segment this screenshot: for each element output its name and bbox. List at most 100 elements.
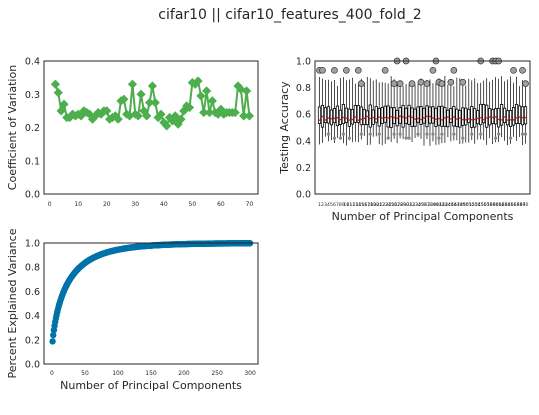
box-body: [438, 106, 440, 125]
cov-point: [136, 90, 145, 99]
box-outlier-low: [387, 137, 390, 140]
box-body: [354, 105, 356, 122]
cov-xtick-label: 40: [160, 201, 168, 208]
var-ylabel: Percent Explained Variance: [6, 228, 19, 378]
cov-xtick-label: 0: [48, 201, 52, 208]
box-outlier-low: [425, 133, 428, 136]
box-body: [477, 111, 479, 124]
var-xtick-label: 200: [178, 370, 190, 377]
box-outlier-low: [348, 137, 351, 140]
box-body: [432, 107, 434, 123]
box-body: [318, 107, 320, 124]
box-ytick-label: 0.4: [296, 136, 311, 147]
box-body: [485, 105, 487, 127]
box-outlier: [430, 67, 436, 73]
box-body: [497, 108, 499, 127]
box-outlier-low: [509, 137, 512, 140]
box-outlier-low: [369, 133, 372, 136]
box-outlier: [343, 67, 349, 73]
var-xlabel: Number of Principal Components: [60, 379, 242, 392]
box-body: [414, 109, 416, 126]
box-outlier-low: [407, 137, 410, 140]
box-body: [327, 107, 329, 123]
box-outlier: [448, 79, 454, 85]
box-outlier: [331, 67, 337, 73]
var-frame: [44, 243, 258, 364]
var-ytick-label: 0.6: [25, 287, 40, 298]
box-outlier-low: [333, 137, 336, 140]
box-outlier-low: [399, 133, 402, 136]
box-outlier-low: [494, 137, 497, 140]
cov-xtick-label: 60: [217, 201, 225, 208]
box-outlier: [418, 79, 424, 85]
box-body: [342, 104, 344, 123]
box-ytick-label: 0.2: [296, 163, 311, 174]
box-outlier-low: [404, 137, 407, 140]
variance-axes: 0.0 0.2 0.4 0.6 0.8 1.0 0 50 100 150 200 250 300Numb…: [6, 228, 258, 392]
box-outlier: [382, 67, 388, 73]
box-outlier-low: [378, 133, 381, 136]
box-xlabel: Number of Principal Components: [332, 210, 514, 223]
box-outlier: [424, 81, 430, 87]
box-outlier-low: [470, 133, 473, 136]
var-xtick-label: 250: [211, 370, 223, 377]
box-body: [453, 107, 455, 127]
var-xtick-label: 100: [112, 370, 124, 377]
box-body: [408, 105, 410, 124]
var-ytick-label: 0.0: [25, 360, 40, 371]
box-body: [524, 107, 526, 124]
box-outlier-low: [440, 133, 443, 136]
box-body: [429, 107, 431, 123]
cov-point: [51, 80, 60, 89]
box-body: [441, 106, 443, 126]
box-body: [348, 109, 350, 126]
box-ytick-label: 0.8: [296, 83, 311, 94]
box-body: [509, 110, 511, 126]
box-outlier: [355, 67, 361, 73]
box-outlier-low: [431, 133, 434, 136]
box-outlier-low: [360, 133, 363, 136]
box-body: [375, 107, 377, 123]
box-body: [450, 109, 452, 123]
box-outlier-low: [479, 133, 482, 136]
box-outlier: [409, 81, 415, 87]
cov-ytick-label: 0.1: [25, 156, 40, 167]
box-body: [366, 111, 368, 125]
box-body: [363, 109, 365, 124]
box-body: [506, 111, 508, 125]
var-xtick-label: 50: [81, 370, 89, 377]
cov-xtick-label: 50: [189, 201, 197, 208]
box-outlier: [451, 67, 457, 73]
cov-point: [245, 111, 254, 120]
box-body: [447, 110, 449, 127]
box-body: [405, 108, 407, 123]
box-xtick-label: 70: [523, 202, 529, 208]
box-body: [468, 109, 470, 122]
box-outlier-low: [461, 137, 464, 140]
box-outlier-low: [327, 133, 330, 136]
cov-frame: [44, 61, 258, 194]
box-body: [480, 104, 482, 124]
box-body: [351, 109, 353, 124]
cov-axes: 0.0 0.1 0.2 0.3 0.4 0 10 20 30 40 50 60 70 Coefficien…: [6, 57, 258, 209]
box-outlier-low: [521, 133, 524, 136]
box-ytick-label: 0.6: [296, 110, 311, 121]
box-ylabel: Testing Accuracy: [278, 81, 291, 175]
box-body: [474, 109, 476, 128]
box-body: [521, 107, 523, 125]
cov-xtick-label: 20: [103, 201, 111, 208]
box-body: [417, 107, 419, 122]
box-body: [387, 106, 389, 127]
var-point: [49, 338, 55, 344]
box-body: [423, 108, 425, 123]
box-body: [420, 107, 422, 125]
cov-point: [151, 98, 160, 107]
var-ytick-label: 0.2: [25, 335, 40, 346]
box-outlier-low: [339, 137, 342, 140]
cov-ytick-label: 0.0: [25, 190, 40, 201]
box-body: [333, 108, 335, 122]
box-outlier: [391, 81, 397, 87]
box-body: [503, 108, 505, 122]
